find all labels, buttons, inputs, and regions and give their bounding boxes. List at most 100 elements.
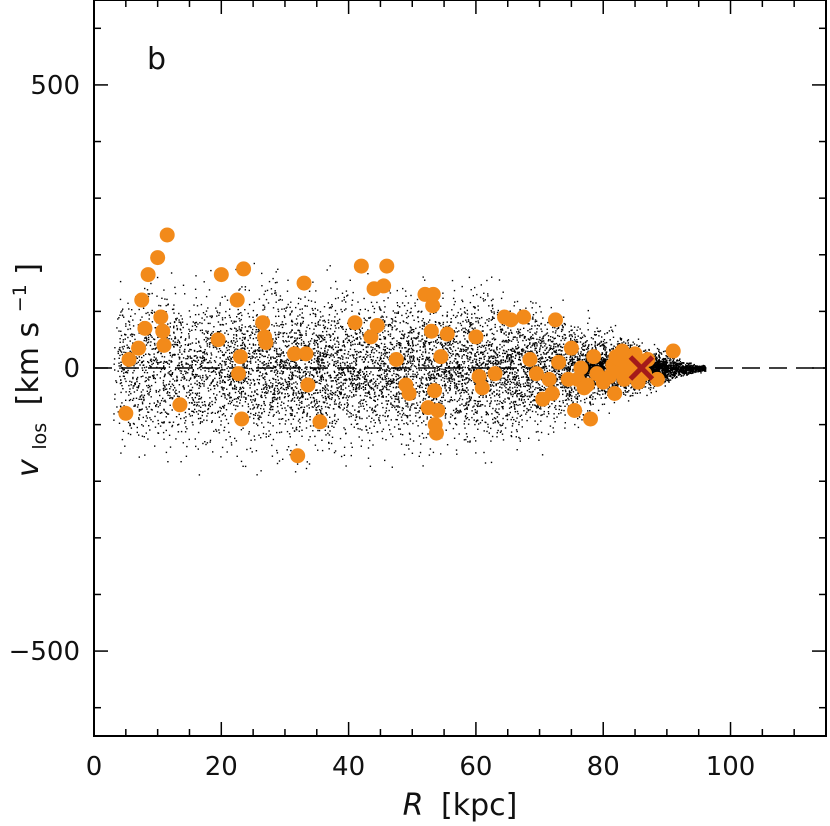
background-point	[496, 347, 498, 349]
background-point	[502, 391, 504, 394]
background-point	[145, 432, 147, 434]
background-point	[118, 330, 120, 332]
background-point	[466, 401, 468, 403]
background-point	[471, 344, 473, 347]
background-point	[363, 297, 365, 300]
background-point	[288, 374, 291, 376]
background-point	[303, 406, 306, 408]
background-point	[469, 359, 471, 361]
background-point	[441, 384, 444, 387]
background-point	[520, 414, 523, 416]
background-point	[421, 432, 424, 435]
background-point	[221, 381, 223, 383]
background-point	[278, 325, 280, 327]
background-point	[671, 369, 674, 371]
background-point	[403, 305, 406, 307]
background-point	[532, 342, 534, 345]
background-point	[453, 289, 456, 292]
background-point	[121, 368, 124, 370]
background-point	[447, 344, 449, 347]
background-point	[291, 410, 294, 412]
background-point	[276, 324, 278, 327]
background-point	[680, 371, 683, 373]
background-point	[178, 391, 180, 393]
background-point	[457, 342, 459, 345]
background-point	[214, 401, 216, 404]
background-point	[247, 411, 249, 413]
background-point	[442, 394, 445, 396]
background-point	[203, 281, 205, 283]
background-point	[400, 416, 403, 418]
background-point	[518, 346, 520, 348]
background-point	[566, 370, 568, 372]
background-point	[372, 411, 374, 414]
background-point	[417, 316, 419, 318]
background-point	[530, 379, 532, 381]
background-point	[183, 388, 185, 390]
background-point	[674, 377, 677, 379]
background-point	[455, 369, 457, 371]
background-point	[338, 391, 341, 393]
background-point	[501, 328, 503, 330]
background-point	[312, 430, 314, 432]
background-point	[516, 394, 518, 396]
background-point	[343, 345, 345, 347]
background-point	[147, 295, 150, 298]
background-point	[261, 362, 263, 364]
background-point	[290, 423, 292, 425]
background-point	[320, 365, 322, 367]
background-point	[430, 377, 432, 379]
background-point	[467, 393, 470, 395]
background-point	[185, 455, 188, 457]
background-point	[294, 386, 297, 388]
background-point	[481, 330, 483, 332]
background-point	[331, 385, 333, 387]
background-point	[223, 353, 225, 356]
background-point	[603, 403, 606, 405]
background-point	[480, 357, 482, 360]
background-point	[148, 392, 150, 394]
background-point	[458, 389, 461, 391]
background-point	[545, 357, 547, 359]
background-point	[560, 409, 563, 411]
background-point	[348, 385, 350, 387]
background-point	[470, 370, 472, 372]
background-point	[290, 331, 292, 333]
background-point	[334, 330, 336, 333]
background-point	[444, 371, 446, 374]
background-point	[298, 418, 301, 420]
background-point	[409, 408, 411, 410]
background-point	[599, 390, 601, 392]
background-point	[504, 401, 506, 403]
background-point	[468, 400, 471, 402]
background-point	[405, 347, 407, 349]
background-point	[358, 372, 360, 374]
background-point	[557, 346, 559, 348]
background-point	[298, 334, 301, 336]
background-point	[307, 398, 309, 400]
background-point	[452, 314, 455, 317]
background-point	[486, 324, 489, 327]
background-point	[353, 375, 356, 377]
background-point	[285, 360, 287, 362]
background-point	[496, 330, 498, 332]
background-point	[655, 390, 657, 393]
background-point	[189, 343, 192, 345]
background-point	[551, 353, 553, 355]
background-point	[186, 355, 189, 357]
background-point	[549, 357, 551, 359]
background-point	[213, 385, 215, 387]
background-point	[124, 378, 126, 380]
background-point	[528, 388, 530, 390]
background-point	[570, 360, 572, 362]
background-point	[314, 392, 316, 394]
background-point	[476, 404, 478, 406]
background-point	[192, 369, 194, 371]
background-point	[518, 436, 520, 439]
background-point	[211, 420, 213, 422]
background-point	[649, 383, 651, 386]
background-point	[531, 410, 534, 413]
background-point	[189, 393, 192, 395]
background-point	[632, 388, 635, 390]
background-point	[339, 437, 342, 440]
